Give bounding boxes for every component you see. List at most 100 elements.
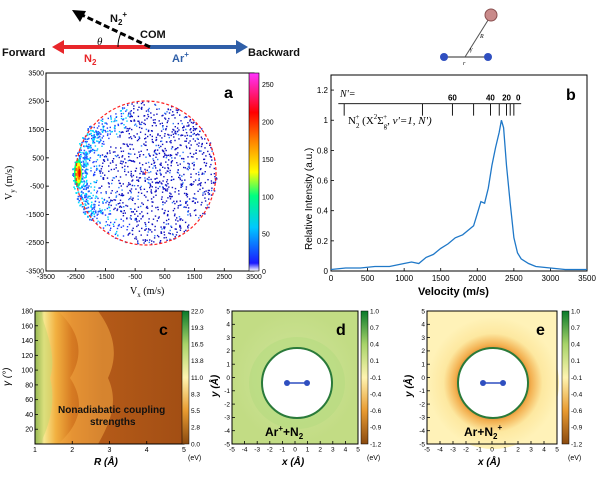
scatter-point [156,177,158,179]
scatter-point [145,128,148,131]
scatter-point [119,136,121,138]
scatter-point [175,228,177,230]
scatter-point [93,173,95,175]
scatter-point [90,210,92,212]
scatter-point [90,129,92,132]
scatter-point [139,213,141,215]
scatter-point [86,152,88,155]
scatter-point [121,122,123,124]
scatter-point [157,158,159,161]
scatter-point [81,151,83,154]
scatter-point [153,161,156,164]
scatter-point [155,206,157,209]
scatter-point [177,207,179,209]
scatter-point [111,179,114,181]
scatter-point [88,133,91,136]
scatter-point [183,230,185,233]
scatter-point [98,165,101,167]
panel-e-colorbar-label: -0.4 [571,391,583,398]
scatter-point [208,198,210,200]
scatter-point [134,213,136,215]
scatter-point [106,152,109,155]
scatter-point [179,226,181,228]
coupling-annotation-line2: strengths [90,417,136,428]
scatter-point [140,205,142,208]
scatter-point [154,225,156,228]
scatter-point [209,166,211,168]
scatter-point [148,166,151,168]
scatter-point [156,153,158,156]
scatter-point [159,169,161,172]
scatter-point [82,184,85,186]
panel-a-y-tick-label: 500 [32,155,44,162]
scatter-point [155,167,157,169]
scatter-point [171,114,173,116]
jacobi-gamma-label: γ [470,47,473,53]
scatter-point [85,161,87,163]
collision-schematic: Forward Backward θ COM N2+ N2 Ar+ [2,10,300,67]
scatter-point [108,202,110,204]
scatter-point [162,126,164,128]
scatter-point [89,198,91,200]
scatter-point [186,204,189,206]
scatter-point [115,113,117,115]
scatter-point [201,138,203,140]
panel-a-y-tick-label: -1500 [26,212,44,219]
scatter-point [86,182,88,185]
scatter-point [207,179,209,181]
scatter-point [97,211,100,213]
scatter-point [141,106,143,109]
scatter-point [189,147,191,150]
scatter-point [186,168,188,170]
scatter-point [162,150,164,152]
scatter-point [109,133,111,135]
scatter-point [129,111,131,113]
panel-e-system-label: Ar+N2+ [464,423,502,441]
scatter-point [111,182,113,185]
scatter-point [130,153,132,155]
scatter-point [152,196,155,198]
scatter-point [87,206,90,209]
scatter-point [203,173,205,175]
forward-label: Forward [2,47,45,59]
scatter-point [133,185,136,187]
scatter-point [129,113,132,115]
scatter-point [117,234,119,236]
scatter-point [149,186,151,189]
scatter-point [138,122,141,124]
scatter-point [148,110,150,113]
scatter-point [204,147,206,149]
scatter-point [87,186,89,189]
scatter-point [206,204,209,206]
scatter-point [160,140,162,143]
scatter-point [103,159,105,161]
scatter-point [101,131,104,133]
scatter-point [166,155,168,157]
scatter-point [210,182,213,184]
coupling-annotation-line1: Nonadiabatic coupling [58,405,165,416]
scatter-point [172,133,175,135]
scatter-point [165,128,167,130]
scatter-point [86,133,89,135]
scatter-point [101,120,104,122]
ar-ion-label: Ar+ [172,50,189,65]
scatter-point [109,150,111,152]
panel-a-x-tick-label: 3500 [246,274,262,281]
panel-d-system-label: Ar++N2 [265,424,304,441]
scatter-point [205,155,207,157]
scatter-point [90,149,92,152]
scatter-point [121,107,124,109]
scatter-point [103,156,106,158]
scatter-point [128,112,130,114]
scatter-point [198,150,201,152]
scatter-point [72,174,74,176]
scatter-point [104,214,107,216]
scatter-point [158,108,160,110]
panel-e-x-tick-label: 1 [503,447,507,454]
scatter-point [114,130,116,132]
scatter-point [82,165,84,167]
scatter-point [182,129,185,131]
panel-a: + a -3500 -2500 -1500 -500 500 1500 2500 3500 3… [4,70,274,299]
scatter-point [185,188,187,190]
scatter-point [145,162,147,164]
